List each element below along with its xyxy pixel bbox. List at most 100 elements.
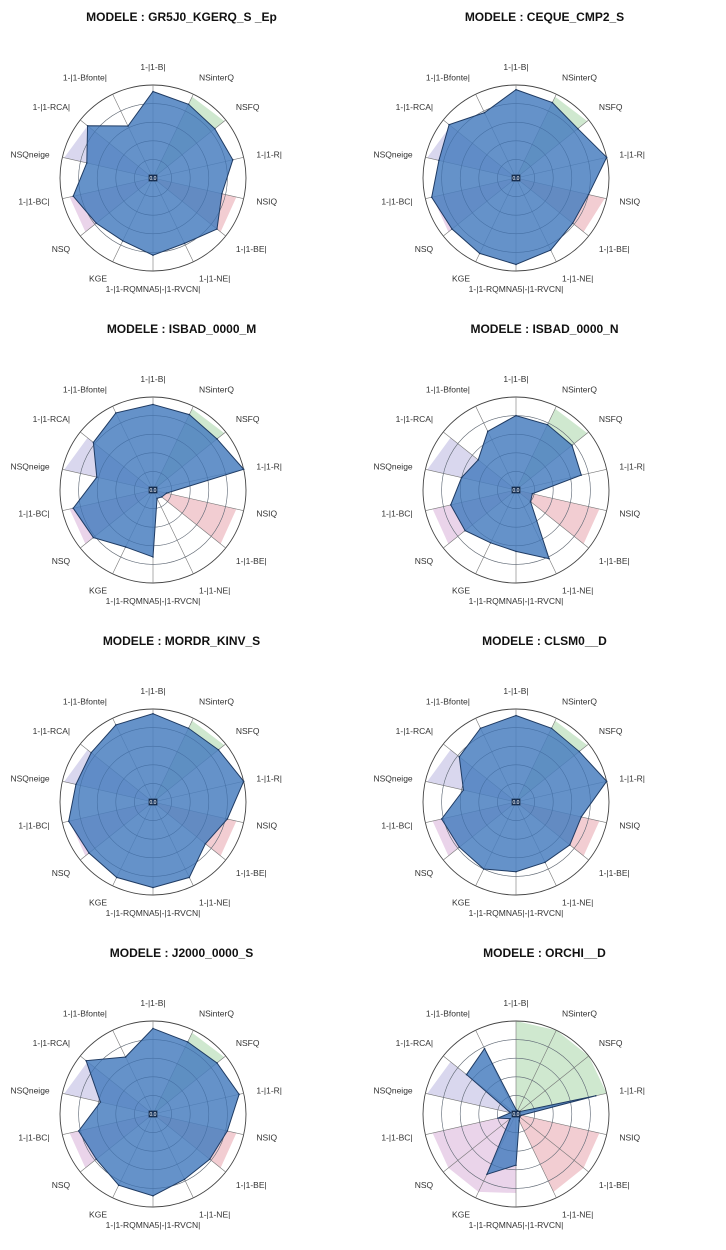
data-point <box>243 469 245 471</box>
data-point <box>95 222 97 224</box>
axis-label: NSIQ <box>619 821 640 831</box>
center-label: 0.0 <box>513 488 520 494</box>
data-point <box>87 125 89 127</box>
axis-label: 1-|1-RCA| <box>33 1038 70 1048</box>
data-point <box>515 551 517 553</box>
data-point <box>189 877 191 879</box>
axis-label: NSinterQ <box>562 385 597 395</box>
axis-label: NSIQ <box>619 1133 640 1143</box>
data-point <box>552 102 554 104</box>
axis-label: 1-|1-R| <box>619 773 645 783</box>
axis-label: 1-|1-R| <box>619 149 645 159</box>
data-point <box>184 1179 186 1181</box>
axis-label: 1-|1-Bfonte| <box>426 1009 470 1019</box>
axis-label: 1-|1-Bfonte| <box>426 73 470 83</box>
data-point <box>509 1118 511 1120</box>
axis-label: 1-|1-RQMNA5|-|1-RVCN| <box>106 596 201 606</box>
data-point <box>227 818 229 820</box>
data-point <box>464 530 466 532</box>
axis-label: KGE <box>452 898 470 908</box>
data-point <box>116 877 118 879</box>
axis-label: 1-|1-RQMNA5|-|1-RVCN| <box>469 908 564 918</box>
data-point <box>118 1184 120 1186</box>
data-point <box>93 537 95 539</box>
data-point <box>214 128 216 130</box>
data-point <box>218 749 220 751</box>
data-point <box>152 1028 154 1030</box>
data-point <box>450 504 452 506</box>
axis-label: NSinterQ <box>199 1009 234 1019</box>
axis-label: NSQneige <box>10 461 49 471</box>
data-point <box>448 124 450 126</box>
data-point <box>156 498 158 500</box>
data-point <box>189 414 191 416</box>
data-point <box>431 196 433 198</box>
axis-label: 1-|1-NE| <box>562 586 593 596</box>
axis-label: 1-|1-BE| <box>236 1180 267 1190</box>
axis-label: 1-|1-RCA| <box>396 414 433 424</box>
axis-label: NSFQ <box>599 1038 623 1048</box>
data-point <box>152 254 154 256</box>
axis-label: NSQneige <box>10 149 49 159</box>
data-point <box>515 871 517 873</box>
axis-label: 1-|1-Bfonte| <box>426 385 470 395</box>
axis-label: 1-|1-B| <box>503 686 528 696</box>
data-point <box>451 228 453 230</box>
axis-label: NSinterQ <box>562 1009 597 1019</box>
data-point <box>515 415 517 417</box>
axis-label: KGE <box>89 898 107 908</box>
axis-label: NSQ <box>415 556 434 566</box>
axis-label: 1-|1-BC| <box>18 197 49 207</box>
data-point <box>497 1117 499 1119</box>
axis-label: NSIQ <box>256 821 277 831</box>
axis-label: NSIQ <box>619 509 640 519</box>
radar-panel: MODELE : ISBAD_0000_N 0.0 1-|1-B| NSinterQ… <box>363 312 726 624</box>
data-point <box>483 868 485 870</box>
data-point <box>515 715 517 717</box>
data-point <box>486 1174 488 1176</box>
data-point <box>127 125 129 127</box>
axis-label: 1-|1-BE| <box>236 556 267 566</box>
data-point <box>90 752 92 754</box>
data-point <box>209 1158 211 1160</box>
data-point <box>95 1158 97 1160</box>
radar-panel: MODELE : ORCHI__D 0.0 1-|1-B| NSinterQ NSFQ… <box>363 936 726 1248</box>
data-point <box>521 1114 523 1116</box>
center-label: 0.0 <box>513 1112 520 1118</box>
axis-label: NSFQ <box>599 726 623 736</box>
axis-label: NSinterQ <box>199 385 234 395</box>
axis-label: 1-|1-RCA| <box>33 726 70 736</box>
axis-label: NSQneige <box>373 461 412 471</box>
axis-label: NSFQ <box>599 102 623 112</box>
axis-label: 1-|1-BE| <box>599 244 630 254</box>
data-point <box>93 442 95 444</box>
data-point <box>115 724 117 726</box>
axis-label: 1-|1-BC| <box>381 197 412 207</box>
axis-label: 1-|1-R| <box>256 773 282 783</box>
axis-label: 1-|1-BE| <box>599 868 630 878</box>
axis-label: 1-|1-Bfonte| <box>63 1009 107 1019</box>
data-point <box>461 477 463 479</box>
axis-label: 1-|1-RCA| <box>33 414 70 424</box>
data-point <box>578 751 580 753</box>
axis-label: 1-|1-B| <box>503 62 528 72</box>
axis-label: NSIQ <box>256 1133 277 1143</box>
axis-label: KGE <box>89 586 107 596</box>
data-point <box>571 445 573 447</box>
data-point <box>479 253 481 255</box>
axis-label: NSQ <box>52 244 71 254</box>
data-point <box>458 756 460 758</box>
data-point <box>188 103 190 105</box>
axis-label: 1-|1-RQMNA5|-|1-RVCN| <box>106 284 201 294</box>
data-point <box>515 264 517 266</box>
axis-label: 1-|1-RQMNA5|-|1-RVCN| <box>469 1220 564 1230</box>
axis-label: KGE <box>89 274 107 284</box>
axis-label: NSFQ <box>236 1038 260 1048</box>
data-point <box>515 1164 517 1166</box>
radar-panel: MODELE : J2000_0000_S 0.0 1-|1-B| NSinterQ… <box>0 936 363 1248</box>
axis-label: NSQ <box>52 868 71 878</box>
axis-label: NSIQ <box>256 509 277 519</box>
axis-label: NSQneige <box>373 149 412 159</box>
data-point <box>238 1094 240 1096</box>
data-point <box>547 424 549 426</box>
